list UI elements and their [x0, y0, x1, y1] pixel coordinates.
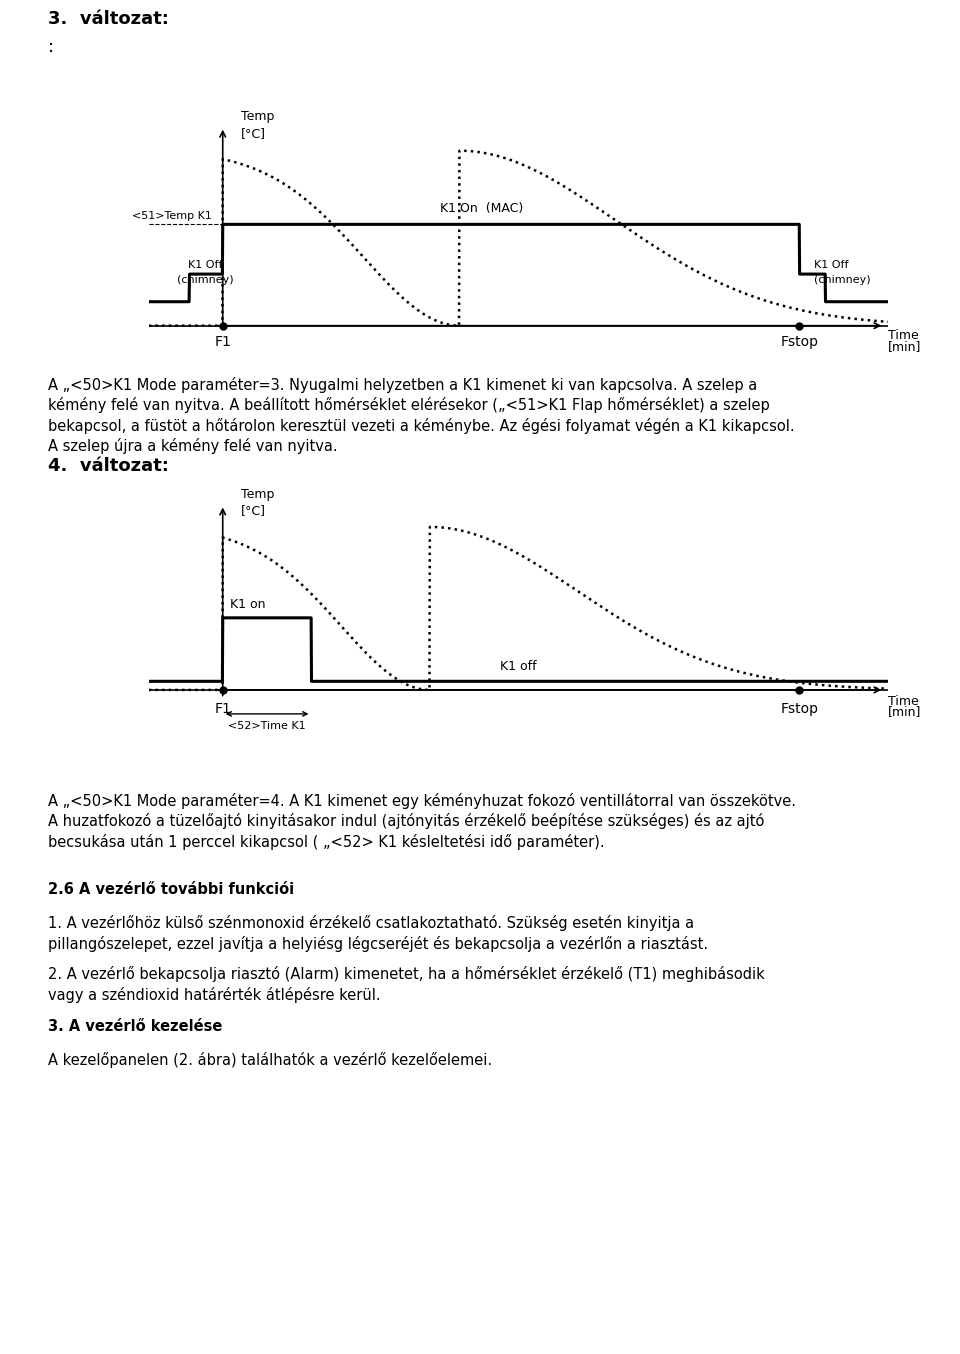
Text: K1 off: K1 off: [500, 659, 537, 673]
Text: (chimney): (chimney): [178, 275, 234, 286]
Text: Time: Time: [888, 329, 919, 343]
Text: A kezelőpanelen (2. ábra) találhatók a vezérlő kezelőelemei.: A kezelőpanelen (2. ábra) találhatók a v…: [48, 1052, 492, 1068]
Text: A huzatfokozó a tüzelőajtó kinyitásakor indul (ajtónyitás érzékelő beépítése szü: A huzatfokozó a tüzelőajtó kinyitásakor …: [48, 814, 764, 830]
Text: A „<50>K1 Mode paraméter=4. A K1 kimenet egy kéményhuzat fokozó ventillátorral v: A „<50>K1 Mode paraméter=4. A K1 kimenet…: [48, 793, 796, 808]
Text: F1: F1: [214, 334, 231, 349]
Text: [min]: [min]: [888, 340, 922, 353]
Text: K1 Off: K1 Off: [188, 260, 223, 271]
Text: A „<50>K1 Mode paraméter=3. Nyugalmi helyzetben a K1 kimenet ki van kapcsolva. A: A „<50>K1 Mode paraméter=3. Nyugalmi hel…: [48, 376, 757, 393]
Text: [°C]: [°C]: [241, 127, 266, 139]
Text: Temp: Temp: [241, 489, 275, 501]
Text: :: :: [48, 38, 54, 56]
Text: 2.6 A vezérlő további funkciói: 2.6 A vezérlő további funkciói: [48, 883, 294, 898]
Text: Time: Time: [888, 695, 919, 708]
Text: K1 Off: K1 Off: [814, 260, 849, 271]
Text: 1. A vezérlőhöz külső szénmonoxid érzékelő csatlakoztatható. Szükség esetén kiny: 1. A vezérlőhöz külső szénmonoxid érzéke…: [48, 915, 694, 932]
Text: bekapcsol, a füstöt a hőtárolon keresztül vezeti a kéménybe. Az égési folyamat v: bekapcsol, a füstöt a hőtárolon keresztü…: [48, 418, 795, 433]
Text: Fstop: Fstop: [780, 701, 818, 716]
Text: (chimney): (chimney): [814, 275, 871, 286]
Text: [min]: [min]: [888, 705, 922, 719]
Text: 3.  változat:: 3. változat:: [48, 9, 169, 28]
Text: [°C]: [°C]: [241, 504, 266, 517]
Text: becsukása után 1 perccel kikapcsol ( „<52> K1 késleltetési idő paraméter).: becsukása után 1 perccel kikapcsol ( „<5…: [48, 834, 605, 850]
Text: <51>Temp K1: <51>Temp K1: [132, 211, 211, 221]
Text: vagy a széndioxid határérték átlépésre kerül.: vagy a széndioxid határérték átlépésre k…: [48, 987, 380, 1003]
Text: pillangószelepet, ezzel javítja a helyiésg légcseréjét és bekapcsolja a vezérlőn: pillangószelepet, ezzel javítja a helyié…: [48, 936, 708, 952]
Text: 3. A vezérlő kezelése: 3. A vezérlő kezelése: [48, 1020, 223, 1034]
Text: <52>Time K1: <52>Time K1: [228, 720, 306, 731]
Text: kémény felé van nyitva. A beállított hőmérséklet elérésekor („<51>K1 Flap hőmérs: kémény felé van nyitva. A beállított hőm…: [48, 397, 770, 413]
Text: Fstop: Fstop: [780, 334, 818, 349]
Text: F1: F1: [214, 701, 231, 716]
Text: A szelep újra a kémény felé van nyitva.: A szelep újra a kémény felé van nyitva.: [48, 439, 338, 455]
Text: K1 On  (MAC): K1 On (MAC): [440, 202, 523, 215]
Text: Temp: Temp: [241, 110, 275, 123]
Text: 4.  változat:: 4. változat:: [48, 458, 169, 475]
Text: 2. A vezérlő bekapcsolja riasztó (Alarm) kimenetet, ha a hőmérséklet érzékelő (T: 2. A vezérlő bekapcsolja riasztó (Alarm)…: [48, 967, 765, 983]
Text: K1 on: K1 on: [230, 598, 266, 611]
